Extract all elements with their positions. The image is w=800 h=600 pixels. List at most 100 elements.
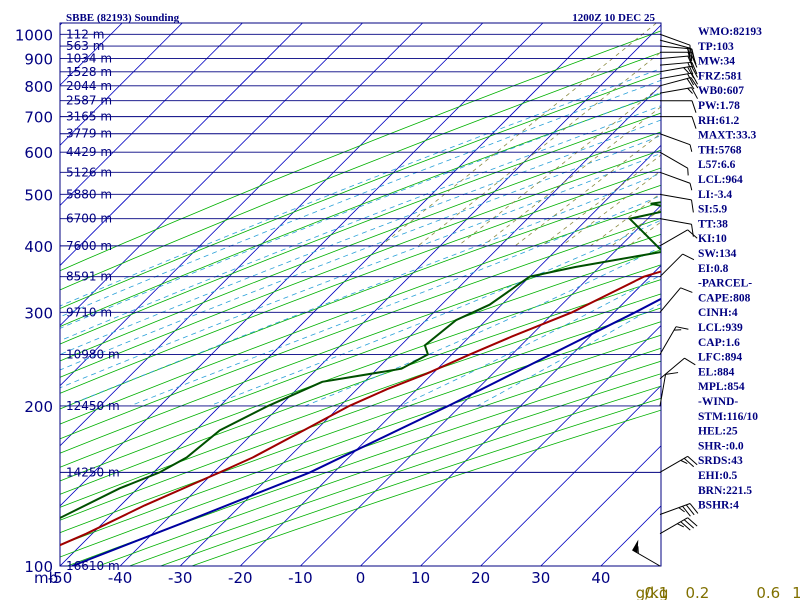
index-line: EI:0.8: [698, 263, 729, 275]
index-line: LFC:894: [698, 352, 742, 364]
index-line: MPL:854: [698, 381, 745, 393]
index-line: SHR-:0.0: [698, 440, 744, 452]
temperature-tick-label: 0: [356, 569, 366, 587]
isotherm-line: [360, 264, 661, 566]
temperature-tick-label: -30: [168, 569, 193, 587]
dry-adiabat-line: [60, 217, 661, 440]
temperature-trace: [60, 270, 661, 547]
height-label: 4429 m: [66, 145, 112, 159]
index-line: LCL:939: [698, 322, 743, 334]
height-label: 6700 m: [66, 212, 112, 226]
pressure-tick-label: 100: [24, 558, 53, 576]
wind-barb: [632, 539, 661, 567]
isotherm-line: [60, 23, 63, 26]
mixing-ratio-line: [794, 23, 800, 246]
dry-adiabat-line: [60, 72, 661, 309]
mixing-ratio-line: [772, 23, 800, 246]
wind-barb: [659, 253, 695, 278]
mixing-ratio-tick-label: 1.0: [792, 584, 800, 600]
index-line: RH:61.2: [698, 115, 739, 127]
dry-adiabat-line: [129, 385, 661, 566]
wind-barb: [659, 229, 698, 247]
wind-barb: [659, 357, 696, 380]
height-label: 112 m: [66, 27, 104, 41]
height-label: 563 m: [66, 39, 104, 53]
chart-title: SBBE (82193) Sounding: [66, 12, 180, 24]
moist-adiabat-line: [400, 274, 661, 407]
index-line: LI:-3.4: [698, 189, 732, 201]
background-lines: [60, 23, 800, 566]
dry-adiabat-line: [60, 167, 661, 394]
isotherm-line: [420, 325, 661, 566]
dry-adiabat-line: [60, 131, 661, 362]
isotherm-line: [540, 445, 661, 566]
temperature-tick-label: 40: [591, 569, 610, 587]
sounding-traces: [60, 201, 661, 566]
index-line: MAXT:33.3: [698, 130, 756, 142]
dry-adiabat-line: [67, 360, 661, 566]
plot-frame: [59, 22, 662, 567]
wind-barb: [659, 517, 698, 535]
dry-adiabat-line: [60, 201, 661, 425]
isotherm-line: [60, 23, 484, 447]
index-line: SRDS:43: [698, 455, 743, 467]
dewpoint-trace: [60, 201, 661, 520]
temperature-tick-label: -50: [48, 569, 73, 587]
chart-time: 1200Z 10 DEC 25: [572, 12, 655, 24]
mixing-ratio-line: [561, 170, 661, 247]
temperature-tick-label: 30: [531, 569, 550, 587]
moist-adiabat-line: [60, 92, 661, 329]
index-line: BSHR:4: [698, 500, 739, 512]
index-line: TP:103: [698, 41, 734, 53]
isotherm-line: [179, 84, 661, 566]
height-label: 1034 m: [66, 52, 112, 66]
pressure-tick-label: 900: [24, 51, 53, 69]
wind-barb: [659, 287, 693, 313]
pressure-tick-label: 800: [24, 78, 53, 96]
dry-adiabat-line: [60, 264, 661, 482]
index-line: SW:134: [698, 248, 737, 260]
isotherm-line: [480, 385, 661, 566]
isotherm-line: [119, 24, 661, 566]
wind-barb: [659, 72, 698, 86]
wind-barb: [660, 116, 697, 129]
mixing-ratio-line: [514, 132, 661, 247]
height-label: 16610 m: [66, 559, 120, 573]
wind-barb: [659, 61, 698, 75]
index-line: EL:884: [698, 366, 735, 378]
index-line: KI:10: [698, 233, 727, 245]
dry-adiabat-line: [60, 233, 661, 454]
height-label: 12450 m: [66, 399, 120, 413]
dry-adiabat-line: [60, 293, 661, 508]
dry-adiabat-line: [60, 307, 661, 521]
wind-barb: [659, 151, 689, 176]
mixing-ratio-tick-label: 0.6: [756, 584, 780, 600]
dry-adiabat-line: [160, 397, 661, 566]
moist-adiabat-line: [66, 172, 661, 407]
height-label: 9710 m: [66, 305, 112, 319]
pressure-tick-label: 400: [24, 238, 53, 256]
height-label: 7600 m: [66, 239, 112, 253]
isotherm-line: [60, 23, 183, 146]
temperature-tick-label: -20: [228, 569, 253, 587]
dry-adiabat-line: [60, 149, 661, 378]
height-label: 10980 m: [66, 347, 120, 361]
height-label: 2587 m: [66, 94, 112, 108]
isotherm-line: [240, 144, 661, 566]
wind-barb: [659, 372, 679, 407]
wind-barb: [659, 218, 694, 237]
height-label: 5126 m: [66, 165, 112, 179]
wind-barb: [659, 171, 693, 191]
index-line: -WIND-: [698, 396, 738, 408]
wind-barb: [659, 503, 699, 517]
wind-barb: [659, 326, 689, 355]
isotherm-line: [60, 23, 423, 387]
index-line: LCL:964: [698, 174, 743, 186]
moist-adiabat-line: [60, 152, 661, 389]
dry-adiabat-line: [191, 409, 661, 566]
index-line: -PARCEL-: [698, 278, 752, 290]
dry-adiabat-line: [60, 184, 661, 410]
index-line: EHI:0.5: [698, 470, 738, 482]
isotherm-line: [60, 23, 363, 327]
